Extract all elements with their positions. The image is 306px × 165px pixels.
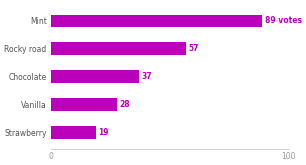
Bar xyxy=(51,98,118,111)
Text: 28: 28 xyxy=(120,100,130,109)
Bar xyxy=(51,126,96,139)
Bar xyxy=(51,15,263,27)
Text: 89 votes: 89 votes xyxy=(265,16,302,25)
Text: 57: 57 xyxy=(189,44,199,53)
Bar xyxy=(51,42,186,55)
Bar xyxy=(51,70,139,83)
Text: 19: 19 xyxy=(98,128,109,137)
Text: 37: 37 xyxy=(141,72,152,81)
